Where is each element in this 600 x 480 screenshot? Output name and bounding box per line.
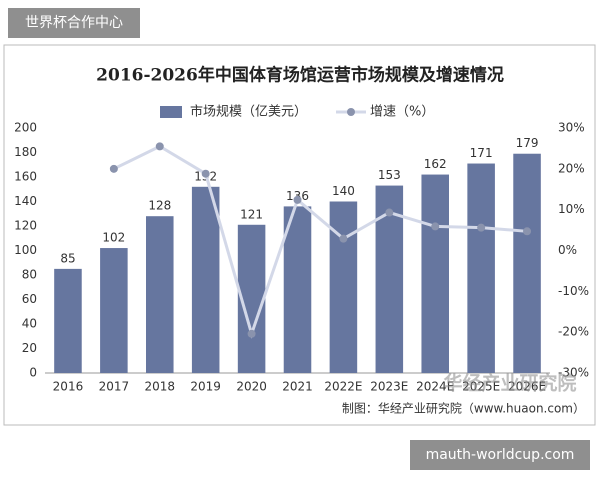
- legend-label: 增速（%）: [370, 105, 434, 120]
- bar-label: 102: [102, 231, 125, 245]
- growth-marker: [523, 227, 532, 236]
- bar-label: 121: [240, 207, 263, 221]
- bar-label: 162: [424, 157, 447, 171]
- growth-marker: [293, 195, 302, 204]
- growth-marker: [339, 234, 348, 243]
- growth-marker: [477, 223, 486, 232]
- site-badge: 世界杯合作中心: [25, 15, 123, 31]
- site-footer: mauth-worldcup.com: [426, 447, 575, 463]
- bar-label: 128: [148, 199, 171, 213]
- x-tick-label: 2022E: [324, 380, 362, 394]
- bar: [467, 163, 495, 373]
- bar: [54, 268, 82, 373]
- x-tick-label: 2023E: [370, 380, 408, 394]
- source: 制图：华经产业研究院（www.huaon.com）: [342, 401, 585, 416]
- growth-marker: [201, 169, 210, 178]
- growth-marker: [155, 142, 164, 151]
- bar-label: 85: [60, 251, 75, 265]
- y2-tick-label: 20%: [558, 161, 585, 175]
- x-tick-label: 2026E: [508, 380, 546, 394]
- y2-tick-label: -10%: [558, 284, 589, 298]
- y2-tick-label: 30%: [558, 121, 585, 135]
- y-tick-label: 20: [22, 341, 37, 355]
- bar: [100, 248, 128, 373]
- y-tick-label: 80: [22, 268, 37, 282]
- bar: [191, 186, 220, 373]
- x-tick-label: 2020: [236, 380, 267, 394]
- bar-label: 179: [516, 136, 539, 150]
- y2-tick-label: -20%: [558, 325, 589, 339]
- growth-marker: [247, 329, 256, 338]
- badge-bg: [8, 8, 140, 38]
- x-tick-label: 2021: [282, 380, 313, 394]
- y-tick-label: 0: [29, 366, 37, 380]
- bar: [421, 174, 449, 373]
- watermark: 华经产业研究院: [443, 372, 576, 395]
- chart-title: 2016-2026年中国体育场馆运营市场规模及增速情况: [96, 65, 504, 86]
- footer-bg: [410, 440, 590, 470]
- legend-label: 市场规模（亿美元）: [190, 104, 307, 120]
- y-tick-label: 160: [14, 170, 37, 184]
- growth-marker: [431, 222, 440, 231]
- legend-marker: [347, 108, 355, 116]
- plot: 0 20 40 60 80 100 120 140 160 180 200 -30% -20% -10% 0…: [14, 104, 589, 394]
- x-tick-label: 2025E: [462, 380, 500, 394]
- bar-label: 171: [470, 146, 493, 160]
- bar: [146, 216, 174, 373]
- x-tick-label: 2024E: [416, 380, 454, 394]
- y2-tick-label: 10%: [558, 202, 585, 216]
- y-tick-label: 60: [22, 292, 37, 306]
- growth-marker: [385, 208, 394, 217]
- y-tick-label: 200: [14, 121, 37, 135]
- y-tick-label: 140: [14, 194, 37, 208]
- x-tick-label: 2018: [144, 380, 175, 394]
- x-tick-label: 2017: [99, 380, 130, 394]
- growth-line: [113, 144, 528, 339]
- x-tick-label: 2016: [53, 380, 84, 394]
- y2-tick-label: -30%: [558, 366, 589, 380]
- legend-swatch: [160, 106, 182, 118]
- y-tick-label: 120: [14, 219, 37, 233]
- y-tick-label: 180: [14, 145, 37, 159]
- bar-label: 153: [378, 168, 401, 182]
- bar-label: 140: [332, 184, 355, 198]
- y2-tick-label: 0%: [558, 243, 577, 257]
- y-tick-label: 40: [22, 317, 37, 331]
- bar: [283, 206, 312, 373]
- x-tick-label: 2019: [190, 380, 221, 394]
- growth-marker: [109, 164, 118, 173]
- bar: [329, 201, 358, 373]
- bar: [513, 153, 541, 373]
- y-tick-label: 100: [14, 243, 37, 257]
